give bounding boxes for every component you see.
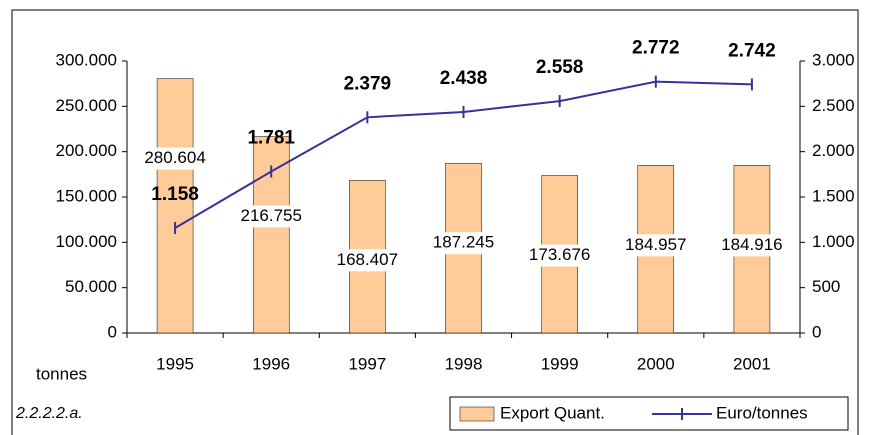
legend-label: Euro/tonnes <box>716 403 808 422</box>
data-label-bg <box>711 234 792 257</box>
figure-number: 2.2.2.2.a. <box>15 405 83 422</box>
y2-tick-label: 1.000 <box>812 232 855 251</box>
bar-data-label: 168.407 <box>337 250 398 269</box>
data-label-bg <box>327 249 408 272</box>
bar-data-label: 280.604 <box>144 148 205 167</box>
legend-label: Export Quant. <box>500 403 605 422</box>
line-data-label: 2.558 <box>536 57 584 78</box>
data-label-bg <box>135 147 216 170</box>
y2-tick-label: 2.500 <box>812 96 855 115</box>
chart-frame <box>11 9 859 435</box>
x-tick-label: 2001 <box>733 354 771 373</box>
line-data-label: 2.742 <box>728 40 776 61</box>
y-tick-label: 300.000 <box>56 50 117 69</box>
y-unit-label: tonnes <box>36 364 87 383</box>
x-tick-label: 1997 <box>348 354 386 373</box>
data-label-bg <box>423 232 504 255</box>
line-data-label: 2.379 <box>344 73 392 94</box>
bar-data-label: 187.245 <box>433 233 494 252</box>
line-data-label: 2.438 <box>440 68 488 89</box>
x-tick-label: 1999 <box>541 354 579 373</box>
line-data-label: 2.772 <box>632 38 680 59</box>
bar-data-label: 184.957 <box>625 235 686 254</box>
y-tick-label: 200.000 <box>56 141 117 160</box>
bar <box>156 78 194 334</box>
x-tick-label: 1998 <box>445 354 483 373</box>
bar-data-label: 184.916 <box>721 235 782 254</box>
y2-tick-label: 0 <box>812 322 821 341</box>
data-label-bg <box>231 205 312 228</box>
line-data-label: 1.158 <box>151 184 199 205</box>
bar-data-label: 216.755 <box>240 206 301 225</box>
y-tick-label: 100.000 <box>56 232 117 251</box>
legend-box <box>449 396 849 431</box>
y-tick-label: 50.000 <box>65 277 117 296</box>
y2-tick-label: 3.000 <box>812 50 855 69</box>
bar-data-label: 173.676 <box>529 245 590 264</box>
legend-swatch <box>459 406 495 422</box>
x-tick-label: 2000 <box>637 354 675 373</box>
y2-tick-label: 500 <box>812 277 840 296</box>
data-label-bg <box>519 244 600 267</box>
y2-tick-label: 2.000 <box>812 141 855 160</box>
line-data-label: 1.781 <box>247 128 295 149</box>
data-label-bg <box>615 234 696 257</box>
y2-tick-label: 1.500 <box>812 186 855 205</box>
x-tick-label: 1995 <box>156 354 194 373</box>
x-tick-label: 1996 <box>252 354 290 373</box>
y-tick-label: 250.000 <box>56 96 117 115</box>
y-tick-label: 0 <box>108 322 117 341</box>
y-tick-label: 150.000 <box>56 186 117 205</box>
